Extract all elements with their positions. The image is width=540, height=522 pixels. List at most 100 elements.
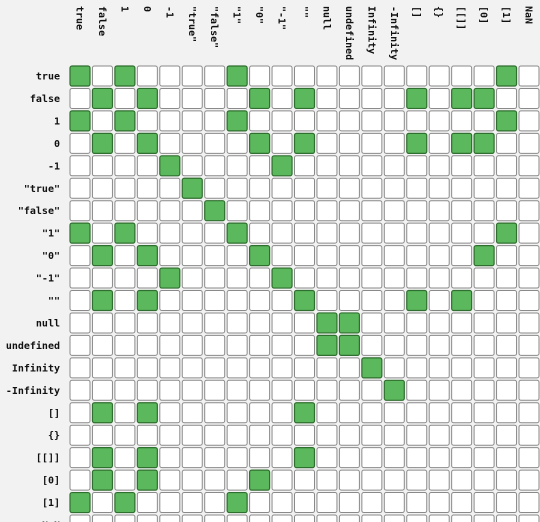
cell-not-equal [383, 155, 405, 177]
cell-not-equal [249, 514, 271, 522]
cell-not-equal [114, 402, 136, 424]
cell-not-equal [406, 514, 428, 522]
cell-not-equal [316, 424, 338, 446]
row-label: "false" [18, 206, 60, 217]
cell-not-equal [316, 402, 338, 424]
cell-equal [114, 491, 136, 514]
cell-not-equal [518, 469, 540, 491]
column-label: "true" [186, 6, 197, 42]
cell-not-equal [518, 492, 540, 514]
cell-equal [69, 110, 91, 132]
cell-not-equal [361, 290, 383, 311]
cell-equal [136, 245, 158, 267]
cell-equal [136, 289, 158, 312]
cell-not-equal [271, 379, 293, 401]
cell-equal [473, 245, 495, 267]
cell-not-equal [428, 379, 450, 401]
cell-not-equal [316, 222, 338, 244]
column-label: 1 [118, 6, 129, 12]
cell-not-equal [159, 200, 181, 222]
cell-not-equal [518, 267, 540, 289]
cell-not-equal [249, 312, 271, 334]
cell-not-equal [294, 200, 315, 222]
row-label: true [36, 72, 60, 83]
cell-not-equal [316, 447, 338, 469]
cell-not-equal [204, 155, 226, 177]
cell-not-equal [383, 447, 405, 469]
cell-not-equal [496, 267, 518, 289]
cell-not-equal [69, 87, 91, 109]
cell-not-equal [91, 222, 113, 244]
cell-not-equal [136, 514, 158, 522]
cell-not-equal [271, 514, 293, 522]
column-label: NaN [523, 6, 534, 24]
cell-equal [451, 87, 473, 110]
cell-equal [249, 245, 271, 267]
column-label: "-1" [276, 6, 287, 30]
cell-not-equal [451, 424, 473, 446]
cell-not-equal [249, 447, 271, 469]
cell-not-equal [428, 245, 450, 267]
cell-not-equal [91, 334, 113, 356]
cell-not-equal [451, 492, 473, 514]
cell-not-equal [204, 469, 226, 491]
cell-not-equal [451, 334, 473, 356]
cell-not-equal [181, 357, 203, 379]
cell-equal [361, 357, 383, 379]
cell-not-equal [159, 290, 181, 311]
cell-not-equal [204, 447, 226, 469]
cell-equal [338, 312, 360, 334]
cell-not-equal [451, 222, 473, 244]
cell-not-equal [69, 424, 91, 446]
cell-not-equal [249, 65, 271, 87]
cell-not-equal [338, 424, 360, 446]
cell-not-equal [428, 447, 450, 469]
cell-not-equal [383, 469, 405, 491]
cell-not-equal [159, 110, 181, 132]
cell-not-equal [114, 447, 136, 469]
cell-not-equal [91, 514, 113, 522]
cell-not-equal [473, 267, 495, 289]
row-label: [] [48, 408, 60, 419]
cell-not-equal [204, 357, 226, 379]
cell-not-equal [338, 87, 360, 109]
row-label: [1] [42, 498, 60, 509]
cell-not-equal [316, 245, 338, 267]
cell-not-equal [428, 424, 450, 446]
cell-not-equal [338, 514, 360, 522]
cell-not-equal [428, 155, 450, 177]
cell-not-equal [271, 402, 293, 424]
cell-not-equal [159, 334, 181, 356]
cell-not-equal [518, 222, 540, 244]
column-label: {} [433, 6, 444, 18]
cell-not-equal [181, 245, 203, 267]
cell-not-equal [451, 177, 473, 199]
column-label: undefined [343, 6, 355, 60]
cell-not-equal [406, 424, 428, 446]
cell-not-equal [69, 402, 91, 424]
row-label: -Infinity [6, 385, 60, 397]
cell-not-equal [338, 65, 360, 87]
column-label: [[]] [455, 6, 466, 30]
cell-not-equal [406, 402, 428, 424]
cell-not-equal [159, 379, 181, 401]
column-label: Infinity [365, 6, 377, 54]
cell-not-equal [496, 200, 518, 222]
cell-not-equal [181, 132, 203, 154]
cell-not-equal [204, 222, 226, 244]
cell-not-equal [294, 469, 315, 491]
cell-not-equal [226, 132, 248, 154]
cell-equal [293, 447, 316, 469]
cell-equal [226, 110, 248, 132]
cell-not-equal [473, 65, 495, 87]
row-label: "true" [24, 184, 60, 195]
cell-not-equal [496, 424, 518, 446]
cell-not-equal [294, 110, 315, 132]
cell-not-equal [181, 222, 203, 244]
cell-not-equal [428, 110, 450, 132]
cell-not-equal [518, 155, 540, 177]
cell-not-equal [204, 177, 226, 199]
cell-not-equal [226, 514, 248, 522]
cell-not-equal [383, 402, 405, 424]
cell-not-equal [428, 469, 450, 491]
